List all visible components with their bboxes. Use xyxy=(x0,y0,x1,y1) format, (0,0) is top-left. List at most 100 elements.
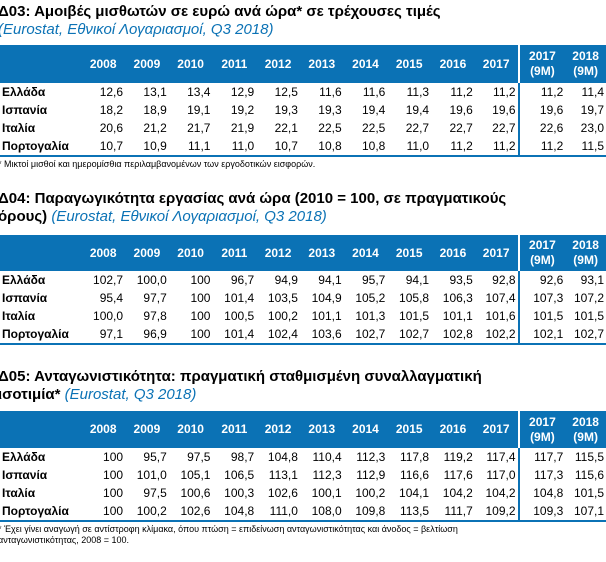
table-title-d03: Δ03: Αμοιβές μισθωτών σε ευρώ ανά ώρα* σ… xyxy=(0,3,441,20)
table-cell: 19,6 xyxy=(517,101,566,119)
header-blank xyxy=(0,411,82,448)
table-cell: 104,8 xyxy=(212,502,257,522)
table-cell: 105,2 xyxy=(355,291,386,305)
table-cell: 107,4 xyxy=(485,291,516,305)
table-cell: 21,7 xyxy=(187,121,211,135)
table-cell: 10,8 xyxy=(343,137,388,157)
row-label: Ισπανία xyxy=(2,468,48,482)
table-cell: 19,3 xyxy=(318,103,342,117)
header-9m: 2018 (9M) xyxy=(565,45,606,83)
header-year: 2017 xyxy=(474,235,519,271)
table-cell: 95,4 xyxy=(99,291,124,305)
table-cell: 113,1 xyxy=(268,468,298,482)
table-title-d05: Δ05: Ανταγωνιστικότητα: πραγματική σταθμ… xyxy=(0,368,482,385)
table-cell: 19,6 xyxy=(449,103,473,117)
table-row: Ισπανία 100 101,0 105,1 106,5 113,1 112,3 112,9… xyxy=(0,466,606,484)
table-row: Ελλάδα 12,6 13,1 13,4 12,9 12,5 11,6 11,6 11,3 11… xyxy=(0,83,606,101)
table-cell: 10,9 xyxy=(125,137,169,157)
row-label: Ιταλία xyxy=(2,121,36,135)
header-year: 2008 xyxy=(81,235,126,271)
table-cell: 11,1 xyxy=(168,137,213,157)
header-9m: 2017 (9M) xyxy=(517,45,566,83)
header-year: 2010 xyxy=(168,235,213,271)
table-cell: 102,2 xyxy=(474,325,519,345)
header-year: 2013 xyxy=(299,235,344,271)
table-cell: 100,2 xyxy=(125,502,169,522)
table-cell: 100,2 xyxy=(355,486,386,500)
table-cell: 111,0 xyxy=(256,502,300,522)
table-cell: 11,2 xyxy=(431,137,475,157)
table-cell: 103,6 xyxy=(299,325,344,345)
table-cell: 92,6 xyxy=(517,271,566,289)
table-cell: 10,7 xyxy=(81,137,126,157)
header-9m: 2017 (9M) xyxy=(517,235,566,271)
table-row: Ελλάδα 102,7 100,0 100 96,7 94,9 94,1 95,7 94,1 9… xyxy=(0,271,606,289)
table-cell: 10,7 xyxy=(256,137,300,157)
table-cell: 94,9 xyxy=(274,273,298,287)
table-cell: 102,6 xyxy=(168,502,213,522)
table-cell: 104,8 xyxy=(267,450,298,464)
row-label: Πορτογαλία xyxy=(0,325,82,345)
header-9m: 2017 (9M) xyxy=(517,411,566,448)
table-row: Πορτογαλία 97,1 96,9 100 101,4 102,4 103,6 102,… xyxy=(0,325,606,345)
header-year: 2016 xyxy=(431,411,475,448)
table-cell: 106,5 xyxy=(224,468,255,482)
table-cell: 107,3 xyxy=(517,289,566,307)
table-cell: 19,7 xyxy=(580,103,604,117)
table-cell: 117,7 xyxy=(517,448,566,466)
table-row: Ιταλία 20,6 21,2 21,7 21,9 22,1 22,5 22,5 22,7 22… xyxy=(0,119,606,137)
table-cell: 11,2 xyxy=(517,83,566,101)
table-cell: 18,9 xyxy=(143,103,167,117)
table-cell: 97,5 xyxy=(187,450,211,464)
table-cell: 11,2 xyxy=(517,137,566,157)
table-cell: 22,7 xyxy=(449,121,473,135)
header-year: 2009 xyxy=(125,45,169,83)
footnote-d05-line2: ανταγωνιστικότητας, 2008 = 100. xyxy=(0,535,130,545)
table-cell: 111,7 xyxy=(431,502,475,522)
table-cell: 104,9 xyxy=(311,291,342,305)
table-cell: 100 xyxy=(190,273,211,287)
header-year: 2014 xyxy=(343,411,388,448)
table-cell: 104,1 xyxy=(399,486,430,500)
row-label: Ελλάδα xyxy=(2,85,46,99)
table-cell: 96,9 xyxy=(125,325,169,345)
table-cell: 105,8 xyxy=(399,291,430,305)
table-row: Πορτογαλία 100 100,2 102,6 104,8 111,0 108,0 10… xyxy=(0,502,606,522)
table-header-row: 2008 2009 2010 2011 2012 2013 2014 2015 … xyxy=(0,411,606,448)
header-year: 2011 xyxy=(212,235,257,271)
table-cell: 101,5 xyxy=(573,486,604,500)
table-cell: 97,8 xyxy=(143,309,167,323)
table-d05: 2008 2009 2010 2011 2012 2013 2014 2015 … xyxy=(0,411,606,522)
table-cell: 101,4 xyxy=(212,325,257,345)
row-label: Ισπανία xyxy=(2,291,48,305)
header-year: 2015 xyxy=(387,235,432,271)
row-label: Ισπανία xyxy=(2,103,48,117)
table-cell: 19,4 xyxy=(362,103,386,117)
header-year: 2008 xyxy=(81,411,126,448)
table-cell: 110,4 xyxy=(312,450,342,464)
table-cell: 102,1 xyxy=(517,325,566,345)
table-cell: 104,2 xyxy=(485,486,516,500)
table-cell: 18,2 xyxy=(99,103,124,117)
table-cell: 100 xyxy=(190,309,211,323)
table-cell: 100,3 xyxy=(224,486,255,500)
table-cell: 19,1 xyxy=(187,103,211,117)
header-year: 2008 xyxy=(81,45,126,83)
table-cell: 115,5 xyxy=(574,450,604,464)
header-year: 2013 xyxy=(299,411,344,448)
table-cell: 21,9 xyxy=(230,121,255,135)
table-cell: 105,1 xyxy=(180,468,211,482)
table-cell: 100,5 xyxy=(224,309,255,323)
table-cell: 117,8 xyxy=(399,450,430,464)
header-year: 2015 xyxy=(387,45,432,83)
table-row: Ιταλία 100 97,5 100,6 100,3 102,6 100,1 100,2 10… xyxy=(0,484,606,502)
table-cell: 101,1 xyxy=(442,309,473,323)
table-cell: 117,0 xyxy=(486,468,516,482)
table-cell: 98,7 xyxy=(230,450,255,464)
table-cell: 12,6 xyxy=(99,85,124,99)
table-cell: 13,1 xyxy=(143,85,167,99)
table-cell: 95,7 xyxy=(362,273,386,287)
footnote-d03: * Μικτοί μισθοί και ημερομίσθια περιλαμβ… xyxy=(0,159,316,169)
table-cell: 109,8 xyxy=(343,502,388,522)
header-year: 2012 xyxy=(256,235,300,271)
